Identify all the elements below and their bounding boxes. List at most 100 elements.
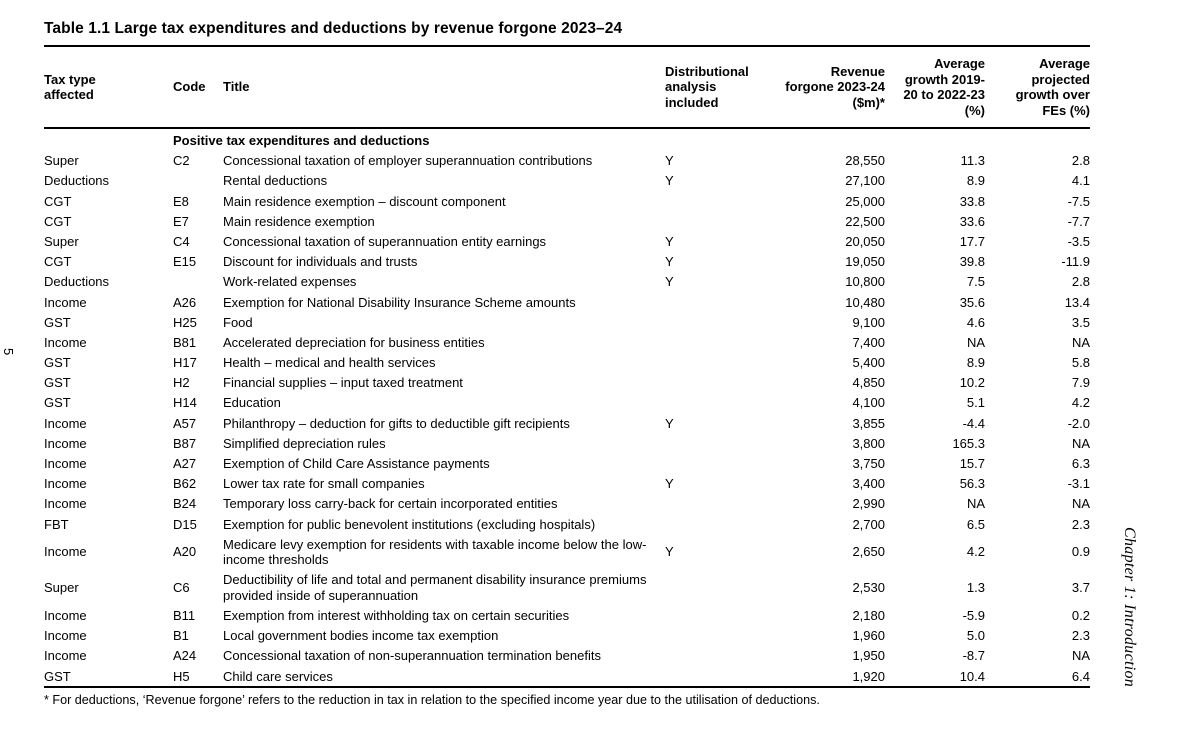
table-row: Deductions Work-related expenses Y 10,80… xyxy=(44,272,1090,292)
cell-revenue: 22,500 xyxy=(845,213,885,229)
cell-tax-type: Income xyxy=(44,648,87,664)
table-row: Super C6 Deductibility of life and total… xyxy=(44,570,1090,606)
cell-distributional xyxy=(665,570,760,606)
cell-growth: 165.3 xyxy=(952,435,985,451)
cell-code: C2 xyxy=(173,153,190,169)
table-row: Income A26 Exemption for National Disabi… xyxy=(44,292,1090,312)
table-title: Table 1.1 Large tax expenditures and ded… xyxy=(44,16,1090,47)
cell-projected: -2.0 xyxy=(1067,415,1090,431)
cell-code: B1 xyxy=(173,628,189,644)
cell-projected: 0.9 xyxy=(1071,544,1090,560)
cell-code xyxy=(173,171,223,191)
cell-distributional xyxy=(665,646,760,666)
table-row: GST H5 Child care services 1,920 10.4 6.… xyxy=(44,666,1090,689)
table-body: Positive tax expenditures and deductions… xyxy=(44,128,1090,689)
table-row: Super C2 Concessional taxation of employ… xyxy=(44,151,1090,171)
cell-revenue: 1,960 xyxy=(852,628,885,644)
cell-projected: 3.7 xyxy=(1071,580,1090,596)
cell-distributional xyxy=(665,433,760,453)
cell-tax-type: Income xyxy=(44,607,87,623)
cell-code: B87 xyxy=(173,435,197,451)
table-row: GST H25 Food 9,100 4.6 3.5 xyxy=(44,312,1090,332)
table-row: Deductions Rental deductions Y 27,100 8.… xyxy=(44,171,1090,191)
cell-distributional xyxy=(665,353,760,373)
cell-projected: 4.1 xyxy=(1071,173,1090,189)
cell-code: E7 xyxy=(173,213,189,229)
table-header: Tax type affected Code Title Distributio… xyxy=(44,47,1090,129)
cell-tax-type: Income xyxy=(44,294,87,310)
cell-title: Food xyxy=(223,314,253,330)
data-table: Tax type affected Code Title Distributio… xyxy=(44,47,1090,689)
cell-revenue: 28,550 xyxy=(845,153,885,169)
cell-tax-type: Income xyxy=(44,476,87,492)
chapter-label: Chapter 1: Introduction xyxy=(1121,527,1138,688)
cell-code: B24 xyxy=(173,496,197,512)
cell-revenue: 9,100 xyxy=(852,314,885,330)
cell-growth: 17.7 xyxy=(959,233,985,249)
cell-growth: 33.8 xyxy=(959,193,985,209)
cell-projected: 4.2 xyxy=(1071,395,1090,411)
cell-revenue: 2,530 xyxy=(852,580,885,596)
cell-title: Main residence exemption xyxy=(223,213,375,229)
cell-tax-type: Income xyxy=(44,496,87,512)
table-row: Income B1 Local government bodies income… xyxy=(44,626,1090,646)
cell-empty xyxy=(44,128,173,151)
cell-revenue: 3,855 xyxy=(852,415,885,431)
cell-growth: -5.9 xyxy=(962,607,985,623)
cell-code: H14 xyxy=(173,395,197,411)
section-header-label: Positive tax expenditures and deductions xyxy=(173,133,430,148)
table-footnote: * For deductions, ‘Revenue forgone’ refe… xyxy=(44,693,820,708)
cell-distributional xyxy=(665,514,760,534)
cell-projected: 2.3 xyxy=(1071,516,1090,532)
cell-growth: 6.5 xyxy=(966,516,985,532)
table-row: GST H14 Education 4,100 5.1 4.2 xyxy=(44,393,1090,413)
cell-title: Local government bodies income tax exemp… xyxy=(223,628,499,644)
cell-code: A27 xyxy=(173,456,197,471)
cell-distributional: Y xyxy=(665,254,674,270)
cell-revenue: 2,650 xyxy=(852,544,885,560)
cell-title: Simplified depreciation rules xyxy=(223,435,386,451)
cell-revenue: 4,100 xyxy=(852,395,885,411)
cell-distributional xyxy=(665,626,760,646)
column-header-projected: Average projected growth over FEs (%) xyxy=(985,47,1090,129)
cell-revenue: 20,050 xyxy=(845,233,885,249)
cell-code: H2 xyxy=(173,375,190,391)
cell-growth: 8.9 xyxy=(966,355,985,371)
cell-projected: 2.3 xyxy=(1071,628,1090,644)
cell-distributional xyxy=(665,211,760,231)
cell-tax-type: Income xyxy=(44,435,87,451)
cell-projected: 5.8 xyxy=(1071,355,1090,371)
cell-growth: NA xyxy=(966,496,985,512)
cell-code: E15 xyxy=(173,254,197,270)
cell-tax-type: Income xyxy=(44,456,87,471)
column-header-tax-type: Tax type affected xyxy=(44,47,173,129)
cell-title: Deductibility of life and total and perm… xyxy=(223,572,647,603)
cell-code: A20 xyxy=(173,544,197,560)
cell-projected: 6.3 xyxy=(1071,456,1090,471)
cell-code: H17 xyxy=(173,355,197,371)
table-row: CGT E15 Discount for individuals and tru… xyxy=(44,252,1090,272)
cell-distributional: Y xyxy=(665,544,674,560)
cell-tax-type: Income xyxy=(44,544,87,560)
table-row: Income A57 Philanthropy – deduction for … xyxy=(44,413,1090,433)
cell-growth: 33.6 xyxy=(959,213,985,229)
cell-tax-type: Income xyxy=(44,628,87,644)
cell-projected: 7.9 xyxy=(1071,375,1090,391)
table-row: GST H17 Health – medical and health serv… xyxy=(44,353,1090,373)
cell-tax-type: Super xyxy=(44,580,79,596)
cell-tax-type: CGT xyxy=(44,213,72,229)
cell-code: D15 xyxy=(173,516,197,532)
cell-tax-type: Income xyxy=(44,334,87,350)
cell-revenue: 4,850 xyxy=(852,375,885,391)
cell-distributional: Y xyxy=(665,233,674,249)
table-container: Table 1.1 Large tax expenditures and ded… xyxy=(44,16,1090,708)
table-row: GST H2 Financial supplies – input taxed … xyxy=(44,373,1090,393)
cell-title: Rental deductions xyxy=(223,173,328,189)
cell-revenue: 1,950 xyxy=(852,648,885,664)
cell-projected: 6.4 xyxy=(985,666,1090,689)
cell-projected: 0.2 xyxy=(1071,607,1090,623)
table-row: Income A27 Exemption of Child Care Assis… xyxy=(44,454,1090,474)
cell-title: Exemption for National Disability Insura… xyxy=(223,294,576,310)
cell-projected: 2.8 xyxy=(1071,274,1090,290)
cell-projected: NA xyxy=(1071,435,1090,451)
